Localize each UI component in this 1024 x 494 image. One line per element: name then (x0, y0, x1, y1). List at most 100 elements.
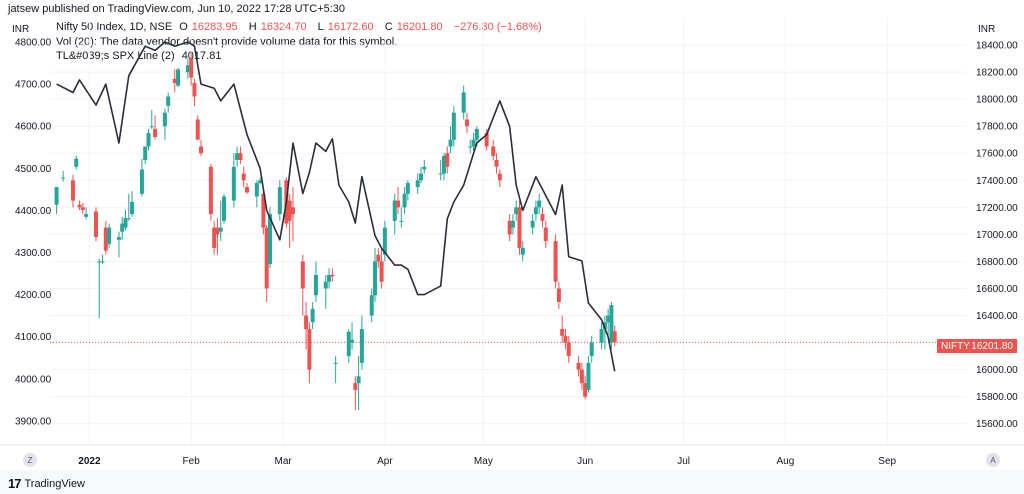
candle (402, 187, 407, 215)
candle-body (143, 146, 148, 160)
candle (369, 288, 374, 323)
last-price-badge: NIFTY 16201.80 (937, 339, 1017, 353)
right-axis-tick: 16600.00 (976, 284, 1018, 295)
tradingview-logo[interactable]: 17 TradingView (8, 476, 85, 491)
candle (208, 164, 213, 221)
candle (497, 169, 502, 188)
candle (238, 146, 243, 165)
x-axis-tick: Jul (677, 456, 690, 467)
price-chart[interactable]: 18400.00 18200.00 18000.00 17800.00 17600.00… (0, 0, 1024, 470)
candle-body (586, 362, 591, 390)
candle (307, 322, 312, 384)
candle (520, 241, 525, 262)
left-currency-label: INR (12, 24, 30, 35)
candle-body (606, 315, 611, 323)
candle (215, 218, 220, 255)
candle (530, 214, 535, 235)
candle-body (195, 119, 200, 140)
candle-body (563, 335, 568, 343)
candle-body (392, 200, 397, 221)
candle (123, 210, 128, 231)
candle-body (77, 204, 82, 208)
candle (146, 128, 151, 151)
candle-body (382, 227, 387, 255)
change-value: −276.30 (−1.68%) (453, 21, 542, 33)
candle (392, 193, 397, 235)
candle (103, 220, 108, 255)
candle (192, 78, 197, 106)
candle (586, 356, 591, 393)
candle-body (373, 261, 378, 296)
candle (107, 223, 112, 248)
candle-body (396, 200, 401, 208)
candle (116, 231, 121, 258)
candle-body (464, 119, 469, 127)
tradingview-logo-icon: 17 (8, 476, 22, 491)
candle-body (290, 207, 295, 215)
auto-scale-button[interactable]: A (986, 453, 1000, 467)
right-axis-tick: 17200.00 (976, 203, 1018, 214)
candle (176, 68, 181, 87)
candle-body (530, 220, 535, 228)
candle (514, 200, 519, 221)
candle (77, 200, 82, 211)
candle-body (185, 65, 190, 73)
candle-body (267, 214, 272, 265)
candle (97, 258, 102, 319)
candle (346, 329, 351, 363)
candle (54, 187, 59, 215)
candle-body (537, 200, 542, 208)
candle (415, 173, 420, 194)
candle-body (350, 339, 355, 343)
candle (199, 139, 204, 156)
right-axis-tick: 18400.00 (976, 41, 1018, 52)
candle-body (451, 112, 456, 140)
candle-body (560, 329, 565, 336)
candle-body (583, 383, 588, 397)
candle (153, 115, 158, 140)
candle (139, 158, 144, 197)
candle-body (215, 227, 220, 235)
candle (382, 220, 387, 262)
candle (583, 376, 588, 400)
open-value: 16283.95 (191, 21, 238, 33)
candle (149, 109, 154, 129)
candle (540, 207, 545, 228)
candle (218, 200, 223, 242)
right-axis-tick: 15600.00 (976, 419, 1018, 430)
candle (494, 153, 499, 174)
candle (448, 126, 453, 154)
candle (441, 153, 446, 181)
candle (212, 220, 217, 255)
candle (310, 302, 315, 330)
legend-ohlc: Nifty 50 Index, 1D, NSE O 16283.95 H 16324… (56, 21, 542, 33)
candle-body (369, 295, 374, 316)
candle (353, 376, 358, 411)
candle-body (120, 223, 125, 232)
left-axis-tick: 4000.00 (15, 374, 52, 385)
candle-body (241, 173, 246, 181)
candle (80, 203, 85, 215)
candle (396, 187, 401, 215)
candle-body (244, 187, 249, 193)
candle (461, 85, 466, 120)
candle-body (126, 218, 131, 220)
candle-body (510, 220, 515, 228)
candle (589, 335, 594, 363)
candle-body (474, 128, 479, 140)
candle (510, 214, 515, 235)
candle (599, 322, 604, 350)
candle (185, 58, 190, 79)
candle-body (313, 274, 318, 296)
candle (373, 247, 378, 302)
candle-body (139, 169, 144, 194)
candle (241, 166, 246, 188)
candle (258, 177, 263, 185)
candle (166, 92, 171, 113)
candle (235, 146, 240, 167)
candle (333, 356, 338, 384)
candle (195, 115, 200, 140)
symbol-name[interactable]: Nifty 50 Index, 1D, NSE (56, 21, 173, 33)
log-scale-button[interactable]: Z (23, 453, 37, 467)
candle-body (359, 329, 364, 363)
